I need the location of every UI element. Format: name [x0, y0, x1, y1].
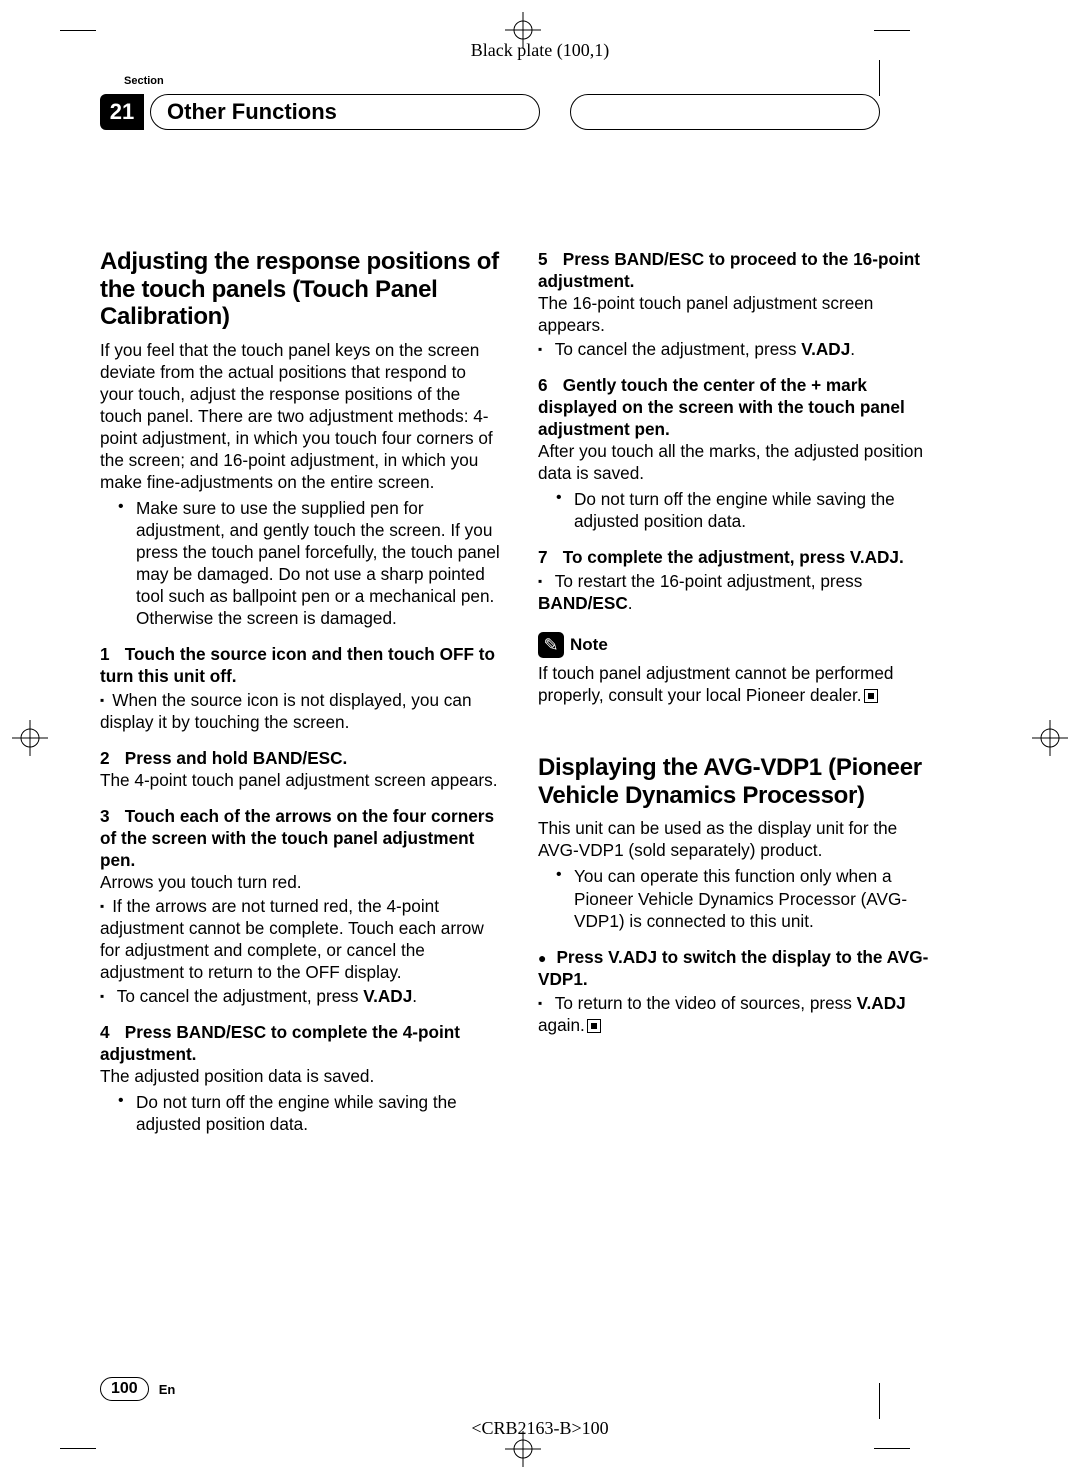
section-label: Section [124, 75, 164, 87]
section-title: Other Functions [167, 99, 337, 125]
step-num: 1 [100, 643, 120, 665]
crop-mark [874, 30, 910, 31]
section-header: Section 21 Other Functions [100, 90, 980, 138]
vdp1-action-note: To return to the video of sources, press… [538, 992, 938, 1036]
step-num: 2 [100, 747, 120, 769]
document-code: <CRB2163-B>100 [0, 1418, 1080, 1439]
text: To restart the 16-point adjustment, pres… [555, 571, 863, 591]
registration-mark-icon [1032, 720, 1068, 756]
step-1-head: 1 Touch the source icon and then touch O… [100, 643, 500, 687]
text: To cancel the adjustment, press [117, 986, 363, 1006]
vdp1-action-head: Press V.ADJ to switch the display to the… [538, 946, 938, 990]
step-5-body: The 16-point touch panel adjustment scre… [538, 292, 938, 336]
vdp1-bullet: You can operate this function only when … [574, 865, 938, 931]
section-number: 21 [100, 94, 144, 130]
page-number: 100 [100, 1377, 149, 1401]
step-title: Touch each of the arrows on the four cor… [100, 806, 494, 870]
heading-avg-vdp1: Displaying the AVG-VDP1 (Pioneer Vehicle… [538, 754, 938, 809]
page-footer: 100 En [100, 1377, 175, 1401]
note-header: ✎ Note [538, 632, 938, 658]
end-mark-icon [587, 1019, 601, 1033]
vdp1-intro: This unit can be used as the display uni… [538, 817, 938, 861]
step-3-body: Arrows you touch turn red. [100, 871, 500, 893]
crop-mark [60, 1448, 96, 1449]
step-5-head: 5 Press BAND/ESC to proceed to the 16-po… [538, 248, 938, 292]
text: again. [538, 1015, 585, 1035]
step-num: 6 [538, 374, 558, 396]
key-ref: V.ADJ [801, 339, 850, 359]
step-3-note-1: If the arrows are not turned red, the 4-… [100, 895, 500, 983]
column-left: Adjusting the response positions of the … [100, 248, 500, 1139]
step-2-head: 2 Press and hold BAND/ESC. [100, 747, 500, 769]
page-language: En [159, 1382, 176, 1397]
crop-mark [60, 30, 96, 31]
step-num: 7 [538, 546, 558, 568]
intro-text: If you feel that the touch panel keys on… [100, 339, 500, 493]
section-title-pill: Other Functions [150, 94, 540, 130]
plate-info: Black plate (100,1) [0, 40, 1080, 61]
step-1-note: When the source icon is not displayed, y… [100, 689, 500, 733]
step-6-bullet: Do not turn off the engine while saving … [574, 488, 938, 532]
step-num: 3 [100, 805, 120, 827]
step-7-head: 7 To complete the adjustment, press V.AD… [538, 546, 938, 568]
step-5-note: To cancel the adjustment, press V.ADJ. [538, 338, 938, 360]
step-4-body: The adjusted position data is saved. [100, 1065, 500, 1087]
step-4-head: 4 Press BAND/ESC to complete the 4-point… [100, 1021, 500, 1065]
step-title: Press BAND/ESC to proceed to the 16-poin… [538, 249, 920, 291]
column-right: 5 Press BAND/ESC to proceed to the 16-po… [538, 248, 938, 1139]
page-content: Section 21 Other Functions Adjusting the… [100, 90, 980, 1139]
key-ref: BAND/ESC [538, 593, 628, 613]
step-title: To complete the adjustment, press V.ADJ. [563, 547, 904, 567]
step-title: Gently touch the center of the + mark di… [538, 375, 905, 439]
step-3-note-2: To cancel the adjustment, press V.ADJ. [100, 985, 500, 1007]
crop-mark [874, 1448, 910, 1449]
key-ref: V.ADJ [857, 993, 906, 1013]
section-pill-empty [570, 94, 880, 130]
heading-calibration: Adjusting the response positions of the … [100, 248, 500, 331]
text: To return to the video of sources, press [555, 993, 857, 1013]
step-3-head: 3 Touch each of the arrows on the four c… [100, 805, 500, 871]
registration-mark-icon [12, 720, 48, 756]
step-7-note: To restart the 16-point adjustment, pres… [538, 570, 938, 614]
step-4-bullet: Do not turn off the engine while saving … [136, 1091, 500, 1135]
step-title: Press BAND/ESC to complete the 4-point a… [100, 1022, 460, 1064]
step-6-body: After you touch all the marks, the adjus… [538, 440, 938, 484]
text: If touch panel adjustment cannot be perf… [538, 663, 893, 705]
step-num: 5 [538, 248, 558, 270]
step-title: Press and hold BAND/ESC. [125, 748, 348, 768]
step-num: 4 [100, 1021, 120, 1043]
note-label: Note [570, 634, 608, 656]
step-title: Touch the source icon and then touch OFF… [100, 644, 495, 686]
note-icon: ✎ [538, 632, 564, 658]
step-6-head: 6 Gently touch the center of the + mark … [538, 374, 938, 440]
end-mark-icon [864, 689, 878, 703]
note-body: If touch panel adjustment cannot be perf… [538, 662, 938, 706]
text: To cancel the adjustment, press [555, 339, 801, 359]
caution-bullet: Make sure to use the supplied pen for ad… [136, 497, 500, 629]
step-2-body: The 4-point touch panel adjustment scree… [100, 769, 500, 791]
crop-mark [879, 1383, 880, 1419]
key-ref: V.ADJ [363, 986, 412, 1006]
